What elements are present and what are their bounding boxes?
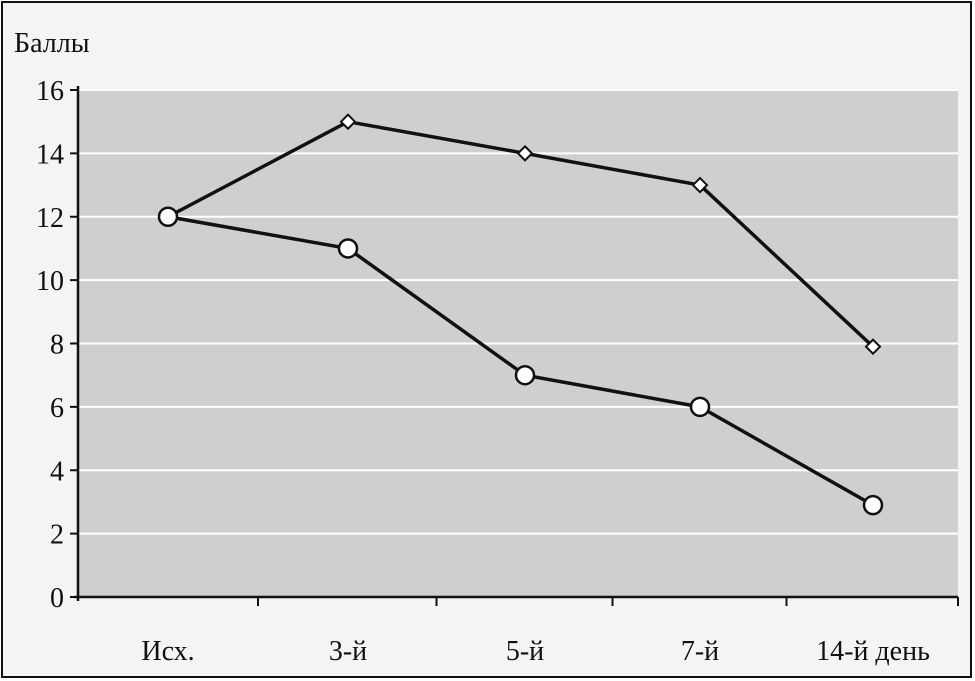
series-2 [157,206,884,516]
y-tick-label: 10 [36,266,64,297]
y-tick-label: 4 [50,456,64,487]
series-group [157,113,884,516]
data-point [862,494,884,516]
x-tick-label: 7-й [681,636,719,667]
y-tick-label: 8 [50,330,64,361]
data-point [514,364,536,386]
data-point [689,396,711,418]
data-point [339,113,357,131]
x-tick-label: 14-й день [816,636,930,667]
y-tick-label: 14 [36,139,64,170]
data-point [337,238,359,259]
y-tick-label: 12 [36,203,64,234]
data-point [157,206,179,227]
x-tick-label: Исх. [141,636,194,667]
y-tick-label: 16 [36,76,64,107]
y-tick-label: 6 [50,393,64,424]
data-point [516,144,534,162]
x-axis-ticks: Исх. 3-й 5-й 7-й 14-й день [141,597,959,667]
y-tick-label: 2 [50,520,64,551]
y-axis-ticks: 0 2 4 6 8 10 12 14 16 [36,76,78,614]
data-point [864,338,882,356]
y-tick-label: 0 [50,583,64,614]
x-tick-label: 3-й [329,636,367,667]
data-point [691,176,709,194]
x-tick-label: 5-й [506,636,544,667]
y-axis-label: Баллы [14,28,90,59]
